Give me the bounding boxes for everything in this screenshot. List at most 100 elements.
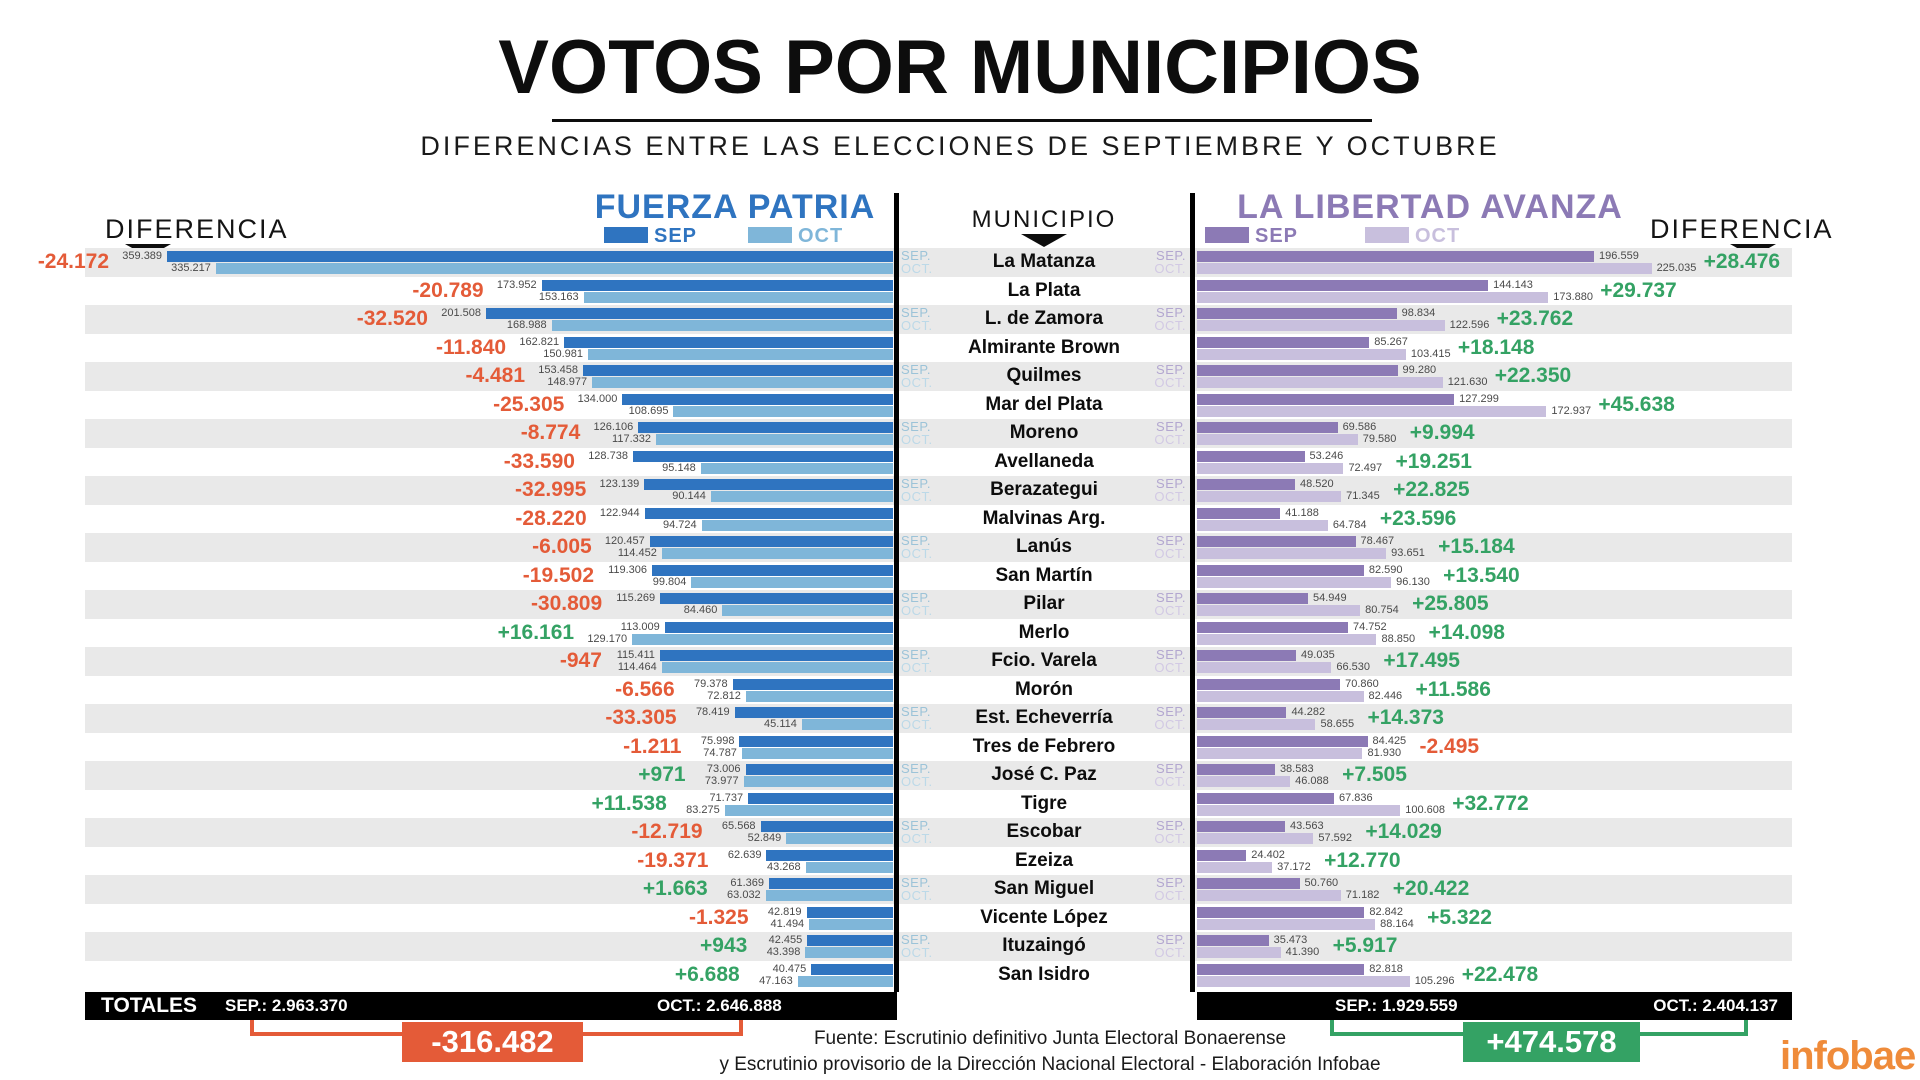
lla-sep-value: 35.473 xyxy=(1273,934,1308,946)
sep-axis-label-left: SEP. xyxy=(901,875,931,890)
municipality-name: Vicente López xyxy=(980,906,1108,928)
fp-sep-bar xyxy=(659,650,893,661)
sep-axis-label-right: SEP. xyxy=(1156,932,1186,947)
lla-oct-bar xyxy=(1197,861,1273,873)
sep-axis-label-left: SEP. xyxy=(901,590,931,605)
fp-diff-label: -947 xyxy=(559,649,602,672)
lla-oct-value: 71.182 xyxy=(1345,889,1380,901)
table-row: 122.944 94.724 -28.220 Malvinas Arg. 41.188 6… xyxy=(0,505,1920,534)
lla-oct-bar xyxy=(1197,918,1376,930)
municipality-name: Merlo xyxy=(1018,621,1070,643)
lla-sep-bar xyxy=(1197,650,1297,661)
lla-oct-value: 71.345 xyxy=(1346,490,1380,502)
municipality-name: Morón xyxy=(1014,678,1074,700)
lla-sep-bar xyxy=(1197,279,1489,291)
lla-sep-bar xyxy=(1197,251,1595,262)
row-stripe xyxy=(85,875,1792,904)
oct-axis-label-right: OCT. xyxy=(1154,261,1186,276)
fp-diff-label: -33.305 xyxy=(605,706,677,729)
lla-oct-value: 81.930 xyxy=(1367,746,1402,759)
lla-sep-bar xyxy=(1197,365,1398,376)
oct-axis-label-right: OCT. xyxy=(1154,774,1186,789)
fp-diff-label: -20.789 xyxy=(412,278,484,302)
fp-diff-label: +11.538 xyxy=(591,791,667,815)
lla-sep-bar xyxy=(1197,308,1397,319)
fp-oct-value: 45.114 xyxy=(764,718,797,730)
lla-sep-value: 48.520 xyxy=(1300,478,1334,490)
lla-sep-value: 127.299 xyxy=(1459,392,1499,405)
fp-oct-bar xyxy=(661,662,893,673)
lla-sep-value: 82.842 xyxy=(1369,905,1403,918)
fp-sep-value: 65.568 xyxy=(721,820,756,832)
table-row: 153.458 148.977 -4.481 SEP. OCT. SEP. OCT. Quil… xyxy=(0,362,1920,391)
municipality-name: Moreno xyxy=(1009,422,1079,443)
lla-sep-value: 54.949 xyxy=(1312,592,1347,604)
oct-axis-label-right: OCT. xyxy=(1154,489,1186,504)
table-row: 79.378 72.812 -6.566 Morón 70.860 82.446 +11.5… xyxy=(0,676,1920,705)
fp-sep-value: 115.411 xyxy=(616,649,655,661)
fp-oct-value: 83.275 xyxy=(686,803,720,816)
lla-oct-bar xyxy=(1197,291,1549,303)
lla-sep-bar xyxy=(1197,450,1305,462)
fp-oct-value: 72.812 xyxy=(707,689,741,702)
lla-oct-value: 41.390 xyxy=(1285,946,1320,958)
fp-oct-bar xyxy=(632,633,893,645)
lla-oct-value: 37.172 xyxy=(1277,860,1311,873)
lla-sep-bar xyxy=(1197,906,1365,918)
lla-diff-label: +23.596 xyxy=(1379,506,1457,530)
source-line-1: Fuente: Escrutinio definitivo Junta Elec… xyxy=(813,1028,1287,1049)
lla-oct-bar xyxy=(1197,434,1358,445)
table-row: 61.369 63.032 +1.663 SEP. OCT. SEP. OCT. San Mi… xyxy=(0,875,1920,904)
lla-sep-value: 85.267 xyxy=(1374,335,1408,348)
lla-oct-bar xyxy=(1197,263,1652,274)
fp-sep-value: 75.998 xyxy=(700,734,735,747)
fp-sep-bar xyxy=(664,621,893,633)
row-stripe xyxy=(85,761,1792,790)
oct-axis-label-left: OCT. xyxy=(901,546,933,561)
oct-axis-label-left: OCT. xyxy=(901,489,933,504)
table-row: 173.952 153.163 -20.789 La Plata 144.143 173.… xyxy=(0,277,1920,306)
lla-sep-bar xyxy=(1197,336,1370,348)
lla-oct-bar xyxy=(1197,776,1291,787)
lla-oct-value: 121.630 xyxy=(1447,376,1488,388)
fp-oct-bar xyxy=(588,348,893,360)
lla-oct-value: 88.164 xyxy=(1380,917,1414,930)
fp-sep-value: 162.821 xyxy=(519,335,560,348)
lla-sep-bar xyxy=(1197,735,1368,747)
lla-oct-bar xyxy=(1197,747,1363,759)
fp-diff-label: -6.005 xyxy=(532,535,592,558)
fp-oct-value: 114.452 xyxy=(617,547,657,559)
lla-oct-value: 172.937 xyxy=(1551,404,1592,417)
table-row: 119.306 99.804 -19.502 San Martín 82.590 96.1… xyxy=(0,562,1920,591)
fp-sep-bar xyxy=(660,593,893,604)
table-row: 73.006 73.977 +971 SEP. OCT. SEP. OCT. José C. … xyxy=(0,761,1920,790)
sep-axis-label-right: SEP. xyxy=(1156,875,1186,890)
lla-diff-label: +25.805 xyxy=(1412,592,1489,615)
fp-sep-value: 201.508 xyxy=(441,307,481,319)
lla-oct-bar xyxy=(1197,405,1547,417)
oct-axis-label-left: OCT. xyxy=(901,945,933,960)
fp-oct-bar xyxy=(710,491,893,502)
lla-diff-label: +22.478 xyxy=(1461,962,1539,986)
lla-sep-bar xyxy=(1197,792,1335,804)
lla-sep-value: 99.280 xyxy=(1402,364,1437,376)
lla-sep-value: 41.188 xyxy=(1285,506,1319,519)
lla-diff-label: +9.994 xyxy=(1409,421,1475,444)
fp-diff-label: -1.211 xyxy=(623,734,682,758)
fp-sep-bar xyxy=(766,849,893,861)
right-column-divider xyxy=(1190,193,1195,992)
row-stripe xyxy=(85,305,1792,334)
table-row: 78.419 45.114 -33.305 SEP. OCT. SEP. OCT. Est. … xyxy=(0,704,1920,733)
fp-sep-value: 79.378 xyxy=(694,677,728,690)
fp-diff-label: -1.325 xyxy=(688,905,749,929)
lla-diff-label: +23.762 xyxy=(1496,307,1574,330)
oct-axis-label-right: OCT. xyxy=(1154,375,1186,390)
table-row: 71.737 83.275 +11.538 Tigre 67.836 100.608 +32… xyxy=(0,790,1920,819)
fp-diff-label: -32.520 xyxy=(356,307,428,330)
fp-sep-bar xyxy=(649,536,893,547)
fp-oct-bar xyxy=(215,263,893,274)
fp-oct-bar xyxy=(583,291,893,303)
left-column-divider xyxy=(894,193,899,992)
sep-axis-label-left: SEP. xyxy=(901,248,931,263)
